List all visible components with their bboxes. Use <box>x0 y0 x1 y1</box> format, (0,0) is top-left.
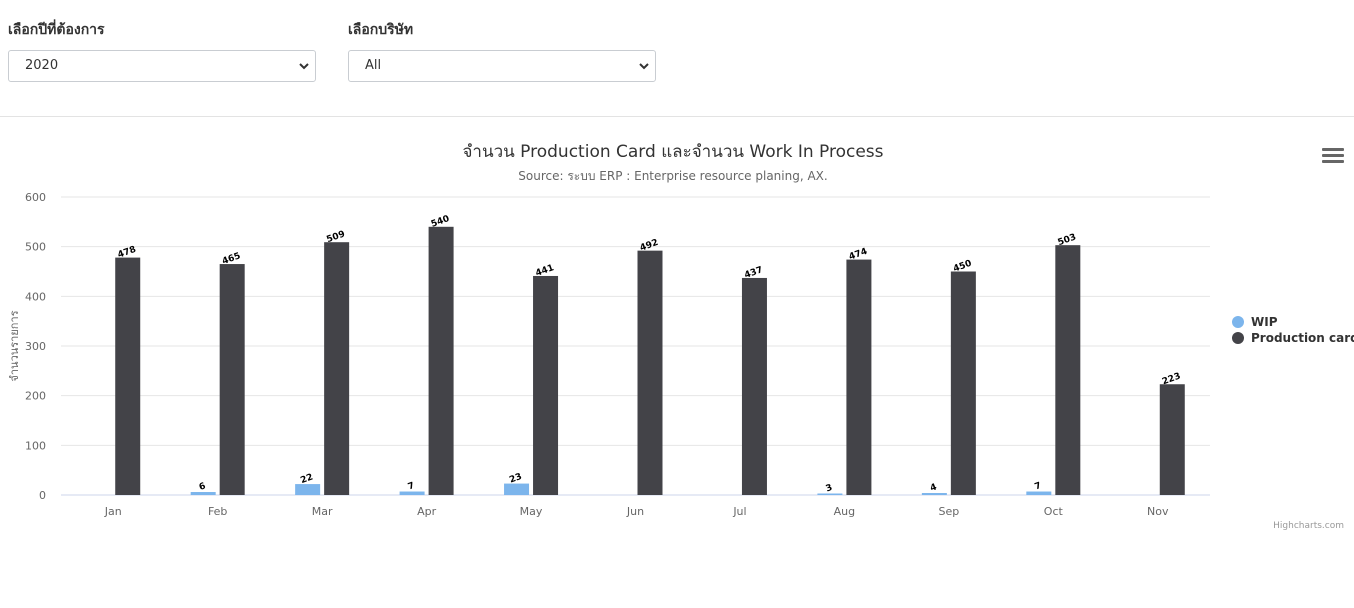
bar-production-card <box>533 275 559 495</box>
data-label: 6 <box>198 481 207 493</box>
year-filter: เลือกปีที่ต้องการ 2020 <box>8 18 318 82</box>
y-axis-title: จำนวนรายการ <box>8 310 21 381</box>
bar-wip <box>921 493 947 495</box>
y-tick-label: 300 <box>25 340 46 353</box>
legend-item: WIP <box>1251 315 1278 329</box>
bar-wip <box>504 483 530 495</box>
y-tick-label: 600 <box>25 191 46 204</box>
company-filter: เลือกบริษัท All <box>348 18 658 82</box>
bar-wip <box>817 493 843 495</box>
x-tick-label: Mar <box>312 505 333 518</box>
bar-production-card <box>1159 384 1185 495</box>
bar-production-card <box>324 242 350 495</box>
data-label: 22 <box>299 472 314 486</box>
x-tick-label: May <box>520 505 543 518</box>
company-filter-label: เลือกบริษัท <box>348 22 414 38</box>
bar-production-card <box>428 226 454 496</box>
bar-wip <box>399 491 425 495</box>
bar-production-card <box>950 271 976 495</box>
x-tick-label: Nov <box>1147 505 1169 518</box>
y-tick-label: 500 <box>25 241 46 254</box>
data-label: 3 <box>825 483 834 495</box>
bar-production-card <box>219 264 245 495</box>
bar-wip <box>1026 491 1052 495</box>
y-tick-label: 100 <box>25 439 46 452</box>
x-tick-label: Aug <box>834 505 855 518</box>
bar-production-card <box>115 257 141 495</box>
chart-title: จำนวน Production Card และจำนวน Work In P… <box>462 142 883 162</box>
company-select[interactable]: All <box>348 50 656 82</box>
x-tick-label: Oct <box>1044 505 1064 518</box>
bar-production-card <box>637 250 663 495</box>
chevron-down-icon <box>299 63 309 70</box>
legend-marker <box>1232 316 1244 328</box>
x-tick-label: Sep <box>938 505 959 518</box>
legend-marker <box>1232 332 1244 344</box>
data-label: 23 <box>508 472 523 486</box>
bar-production-card <box>741 277 767 495</box>
x-tick-label: Jan <box>104 505 122 518</box>
legend-item: Production card <box>1251 331 1354 345</box>
chart-menu-icon[interactable] <box>1322 148 1344 164</box>
chart: จำนวน Production Card และจำนวน Work In P… <box>8 142 1354 531</box>
filter-bar: เลือกปีที่ต้องการ 2020 เลือกบริษัท All <box>8 18 658 82</box>
bar-production-card <box>1055 245 1081 495</box>
bar-wip <box>190 492 216 495</box>
data-label: 7 <box>1033 481 1042 493</box>
x-tick-label: Apr <box>417 505 437 518</box>
x-tick-label: Feb <box>208 505 227 518</box>
company-select-value: All <box>365 58 382 73</box>
x-tick-label: Jun <box>626 505 644 518</box>
year-select-value: 2020 <box>25 58 59 73</box>
bar-production-card <box>846 259 872 495</box>
chevron-down-icon <box>639 63 649 70</box>
year-select[interactable]: 2020 <box>8 50 316 82</box>
chart-subtitle: Source: ระบบ ERP : Enterprise resource p… <box>518 169 827 183</box>
data-label: 7 <box>407 481 416 493</box>
y-tick-label: 0 <box>39 489 46 502</box>
bar-wip <box>295 484 321 495</box>
y-tick-label: 400 <box>25 290 46 303</box>
section-divider <box>0 116 1354 117</box>
credits-text: Highcharts.com <box>1273 521 1344 531</box>
x-tick-label: Jul <box>732 505 746 518</box>
data-label: 4 <box>929 482 938 494</box>
y-tick-label: 200 <box>25 390 46 403</box>
year-filter-label: เลือกปีที่ต้องการ <box>8 22 105 38</box>
